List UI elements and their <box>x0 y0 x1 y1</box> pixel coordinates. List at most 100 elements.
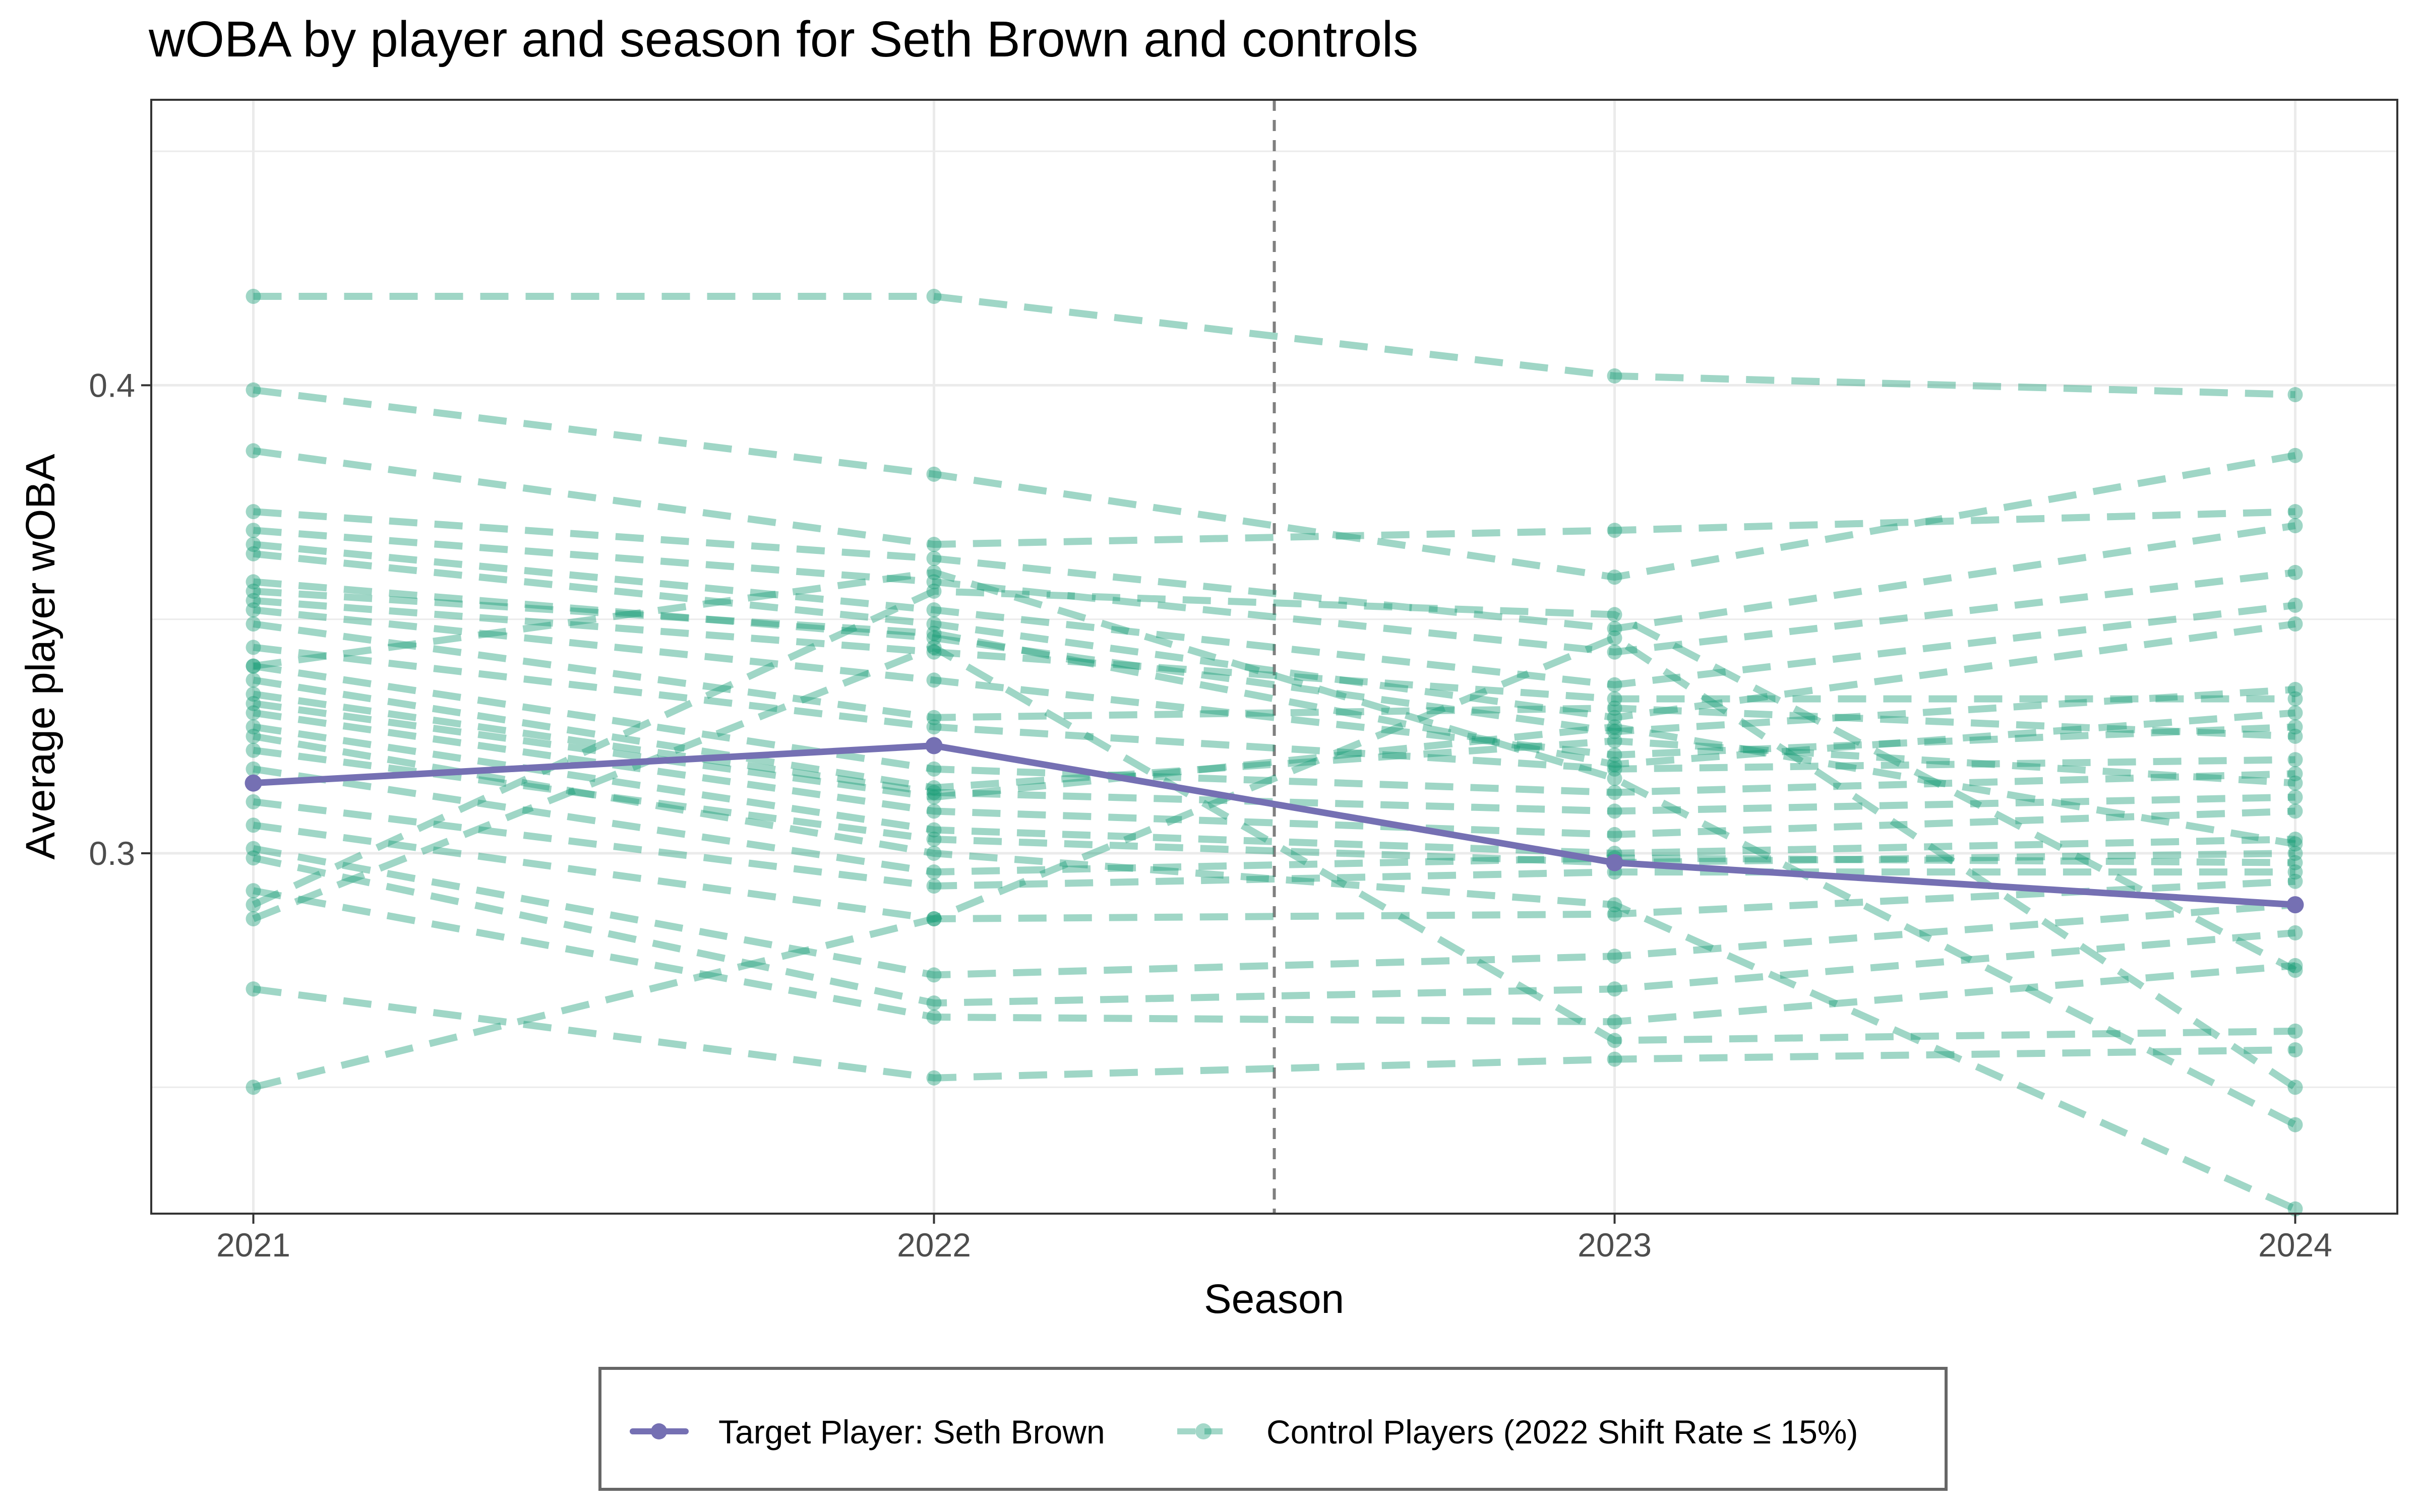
control-player-point <box>926 640 942 655</box>
control-player-line <box>253 732 2297 1213</box>
control-player-point <box>1607 897 1622 913</box>
control-player-line <box>253 541 2296 688</box>
control-player-point <box>926 780 942 795</box>
control-player-point <box>2287 682 2303 697</box>
control-player-point <box>926 761 942 777</box>
control-player-point <box>1607 710 1622 725</box>
control-player-point <box>2287 1042 2303 1057</box>
y-axis-title: Average player wOBA <box>18 454 64 860</box>
control-player-line <box>252 643 2295 1044</box>
control-player-point <box>926 625 942 641</box>
control-player-point <box>2287 616 2303 632</box>
control-player-point <box>926 846 942 861</box>
control-player-point <box>2287 504 2303 520</box>
control-player-point <box>246 883 261 899</box>
control-player-point <box>246 897 261 913</box>
control-player-point <box>1607 523 1622 538</box>
control-player-point <box>246 705 261 721</box>
control-player-point <box>2287 719 2303 735</box>
control-player-point <box>926 584 942 599</box>
control-player-point <box>1607 621 1622 637</box>
control-player-line <box>253 447 2295 548</box>
control-player-point <box>926 551 942 566</box>
control-player-point <box>246 742 261 758</box>
control-player-point <box>2287 963 2303 978</box>
x-tick-label: 2024 <box>2258 1226 2332 1264</box>
target-player-point <box>1606 854 1623 871</box>
control-player-point <box>926 574 942 590</box>
control-player-point <box>1607 803 1622 819</box>
control-player-point <box>246 593 261 608</box>
control-player-point <box>926 832 942 847</box>
x-tick-label: 2022 <box>897 1226 971 1264</box>
control-player-point <box>1607 761 1622 777</box>
control-player-line <box>252 587 2297 974</box>
control-player-point <box>926 672 942 688</box>
control-player-point <box>246 841 261 856</box>
control-player-point <box>2287 518 2303 533</box>
control-player-point <box>926 1070 942 1086</box>
control-player-point <box>246 658 261 674</box>
chart-title: wOBA by player and season for Seth Brown… <box>148 11 1418 68</box>
control-player-point <box>2287 1023 2303 1039</box>
control-player-point <box>2287 766 2303 782</box>
control-player-point <box>246 850 261 866</box>
control-player-point <box>926 967 942 983</box>
control-player-point <box>926 1010 942 1025</box>
panel-border <box>150 99 2398 1215</box>
control-player-line <box>253 550 2296 721</box>
target-player-point <box>2286 896 2304 914</box>
x-tick-label: 2021 <box>216 1226 290 1264</box>
control-player-point <box>2287 864 2303 880</box>
control-player-point <box>2287 846 2303 861</box>
control-player-point <box>246 817 261 833</box>
control-player-point <box>1607 368 1622 384</box>
control-player-point <box>2287 1080 2303 1095</box>
control-player-point <box>1607 724 1622 739</box>
control-player-point <box>246 523 261 538</box>
control-player-line <box>253 386 2296 581</box>
control-player-point <box>2287 705 2303 721</box>
control-player-point <box>1607 906 1622 922</box>
control-player-line <box>253 606 2295 759</box>
legend: Target Player: Seth Brown Control Player… <box>598 1367 1948 1491</box>
control-player-point <box>926 803 942 819</box>
control-player-point <box>926 864 942 880</box>
target-player-point <box>925 737 943 754</box>
control-player-point <box>2287 832 2303 847</box>
control-player-line <box>253 746 2295 866</box>
control-player-point <box>246 719 261 735</box>
control-player-point <box>246 504 261 520</box>
control-player-point <box>1607 747 1622 763</box>
control-player-point <box>2287 448 2303 463</box>
control-players-series <box>246 289 2303 1217</box>
control-player-line <box>253 676 2295 792</box>
control-player-line <box>253 765 2295 876</box>
control-player-point <box>926 630 942 646</box>
control-player-point <box>246 574 261 590</box>
control-player-point <box>2287 775 2303 791</box>
control-player-point <box>1607 771 1622 786</box>
axes: 2021 2022 2023 2024 0.3 0.4 <box>89 366 2332 1264</box>
control-player-point <box>1607 733 1622 749</box>
control-player-point <box>2287 1117 2303 1132</box>
control-player-point <box>2287 387 2303 402</box>
control-player-point <box>2287 836 2303 852</box>
legend-dot-controls <box>1195 1423 1212 1439</box>
control-player-point <box>2287 855 2303 870</box>
control-player-point <box>926 822 942 838</box>
control-player-point <box>246 602 261 618</box>
control-player-point <box>1607 981 1622 997</box>
legend-item-controls: Control Players (2022 Shift Rate ≤ 15%) <box>1177 1413 1858 1451</box>
control-player-line <box>252 634 2297 1091</box>
control-player-point <box>246 728 261 744</box>
control-player-point <box>926 911 942 926</box>
control-player-line <box>253 662 2295 796</box>
control-player-point <box>246 761 261 777</box>
control-player-point <box>1607 949 1622 964</box>
control-player-point <box>926 789 942 805</box>
control-player-line <box>253 588 2296 768</box>
control-player-point <box>1607 677 1622 692</box>
control-player-point <box>926 710 942 725</box>
